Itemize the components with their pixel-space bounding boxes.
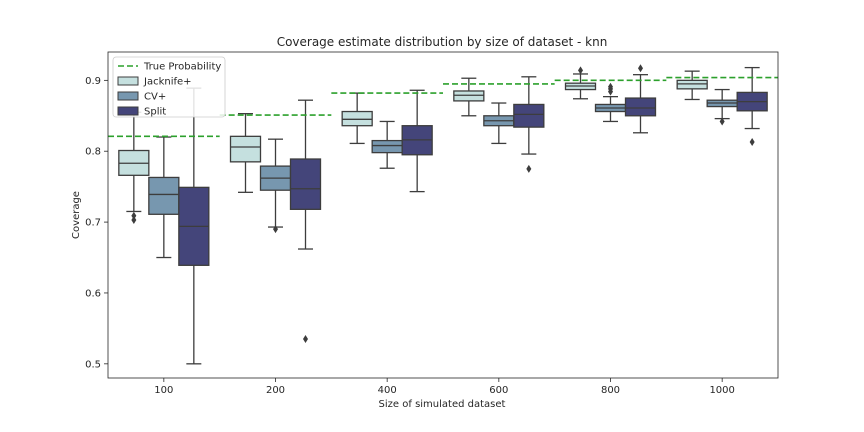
outlier-point [578, 66, 583, 75]
legend-marker-split [117, 106, 139, 116]
legend-box [112, 56, 226, 118]
outlier-point [131, 211, 137, 220]
y-tick-label: 0.9 [85, 76, 101, 87]
box-cv- [706, 88, 738, 126]
legend-label: CV+ [144, 92, 166, 103]
legend-label: True Probability [143, 62, 221, 73]
box-body [289, 158, 322, 210]
box-cv- [148, 136, 180, 259]
box-body [453, 90, 485, 102]
outlier-point [273, 225, 278, 234]
outlier-point [638, 64, 643, 73]
box-body [341, 110, 373, 127]
x-tick-label: 1000 [709, 385, 734, 396]
y-axis-ticks: 0.5 0.6 0.7 0.8 0.9 [85, 76, 108, 370]
legend: True Probability Jacknife+ CV+ Split [112, 56, 226, 118]
box-body [676, 79, 708, 90]
x-tick-label: 200 [266, 385, 285, 396]
box-split [736, 66, 768, 147]
chart-title: Coverage estimate distribution by size o… [277, 35, 608, 49]
box-cv- [483, 102, 515, 145]
legend-label: Split [144, 107, 166, 118]
x-tick-label: 600 [489, 385, 508, 396]
box-jacknife- [118, 111, 150, 224]
axes [107, 51, 779, 379]
box-body [229, 135, 262, 163]
x-tick-label: 800 [601, 385, 620, 396]
box-split [289, 99, 322, 344]
box-body [371, 139, 403, 154]
box-split [513, 76, 545, 173]
box-split [401, 89, 433, 193]
box-jacknife- [453, 77, 485, 117]
box-cv- [594, 82, 627, 123]
box-split [178, 87, 210, 365]
box-body [148, 176, 180, 215]
box-jacknife- [676, 70, 708, 101]
y-axis-label: Coverage [71, 191, 82, 239]
y-tick-label: 0.6 [85, 288, 101, 299]
box-cv- [259, 138, 292, 234]
outlier-point [608, 82, 613, 91]
legend-label: Jacknife+ [143, 77, 192, 88]
outlier-point [749, 138, 755, 147]
box-body [624, 97, 657, 117]
plot-area [108, 64, 778, 365]
box-jacknife- [229, 113, 262, 193]
outlier-point [131, 215, 137, 224]
box-jacknife- [341, 92, 373, 145]
outlier-point [526, 164, 532, 173]
plot-frame [107, 51, 779, 379]
y-tick-label: 0.8 [85, 147, 101, 158]
box-jacknife- [564, 66, 597, 100]
x-axis-label: Size of simulated dataset [379, 399, 506, 410]
x-axis-ticks: 100 200 400 600 800 1000 [154, 378, 735, 396]
outlier-point [719, 117, 725, 126]
legend-marker-jacknife- [117, 76, 139, 86]
y-tick-label: 0.7 [85, 218, 101, 229]
box-split [624, 64, 657, 134]
x-tick-label: 100 [154, 385, 173, 396]
legend-marker-cv- [117, 91, 139, 101]
outlier-point [303, 335, 308, 344]
box-cv- [371, 120, 403, 169]
x-tick-label: 400 [378, 385, 397, 396]
y-tick-label: 0.5 [85, 359, 101, 370]
box-body [513, 103, 545, 128]
